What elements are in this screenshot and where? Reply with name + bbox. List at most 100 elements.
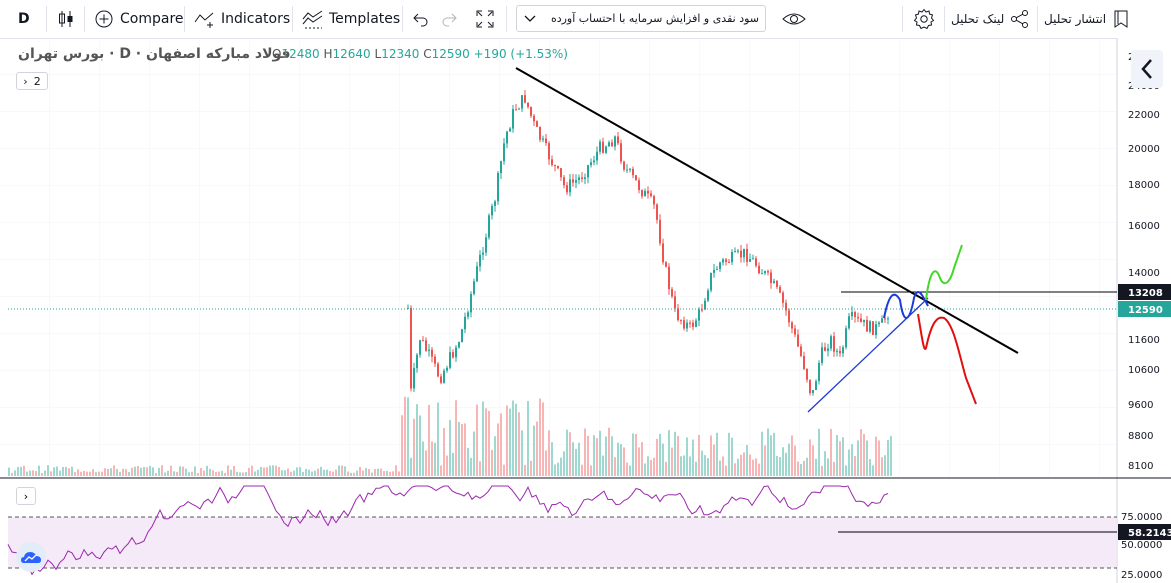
volume-bar xyxy=(515,403,517,476)
volume-bar xyxy=(596,438,598,476)
toolbar-divider xyxy=(1037,6,1038,32)
volume-bar xyxy=(290,471,292,476)
volume-bar xyxy=(71,466,73,476)
volume-bar xyxy=(92,469,94,476)
scroll-right-button[interactable] xyxy=(1131,50,1163,88)
candle-body xyxy=(863,319,865,323)
redo-button[interactable] xyxy=(440,0,458,38)
candle-body xyxy=(632,168,634,176)
candle-body xyxy=(641,190,643,197)
candle-body xyxy=(500,161,502,174)
indicators-button[interactable]: Indicators xyxy=(194,0,290,38)
compare-button[interactable]: Compare xyxy=(94,0,184,38)
dividend-adjust-dropdown[interactable]: سود نقدی و افزایش سرمایه با احتساب آورده xyxy=(516,5,766,32)
descending-trendline[interactable] xyxy=(515,67,1019,354)
candle-body xyxy=(719,262,721,270)
volume-bar xyxy=(650,459,652,476)
indicators-icon xyxy=(194,9,216,29)
volume-bar xyxy=(878,440,880,476)
candle-body xyxy=(470,293,472,313)
candle-body xyxy=(869,321,871,332)
candle-body xyxy=(647,190,649,194)
chart-type-button[interactable] xyxy=(56,0,76,38)
volume-bar xyxy=(101,471,103,476)
volume-bar xyxy=(29,470,31,476)
volume-bar xyxy=(47,465,49,476)
candle-body xyxy=(536,121,538,127)
volume-bar xyxy=(776,456,778,476)
volume-bar xyxy=(338,465,340,476)
candle-body xyxy=(590,162,592,166)
settings-button[interactable] xyxy=(913,0,935,38)
candle-body xyxy=(788,310,790,323)
candle-body xyxy=(431,349,433,357)
candle-body xyxy=(467,312,469,317)
candle-body xyxy=(572,179,574,183)
candle-body xyxy=(800,346,802,356)
volume-bar xyxy=(401,415,403,476)
share-link-button[interactable]: لینک تحلیل xyxy=(951,0,1030,38)
volume-bar xyxy=(62,466,64,476)
volume-bar xyxy=(428,404,430,476)
volume-bar xyxy=(233,466,235,476)
volume-bar xyxy=(383,471,385,476)
candle-body xyxy=(533,115,535,122)
candle-body xyxy=(848,316,850,329)
chart-canvas[interactable]: 26000 24000 22000 20000 18000 16000 1400… xyxy=(0,38,1171,583)
templates-button[interactable]: Templates xyxy=(302,0,400,38)
resistance-price-marker xyxy=(1118,284,1171,300)
interval-button[interactable]: D xyxy=(18,0,30,38)
volume-bar xyxy=(725,465,727,476)
indicators-collapse-button[interactable]: › 2 xyxy=(16,72,48,90)
volume-bar xyxy=(779,457,781,476)
volume-bar xyxy=(164,472,166,476)
volume-bar xyxy=(200,468,202,476)
scenario-bullish-path[interactable] xyxy=(925,244,963,301)
candle-body xyxy=(740,250,742,258)
volume-bar xyxy=(284,470,286,476)
share-icon xyxy=(1010,9,1030,29)
visibility-button[interactable] xyxy=(782,0,806,38)
candle-body xyxy=(494,201,496,207)
volume-bar xyxy=(440,465,442,476)
tradingview-logo[interactable] xyxy=(16,542,46,572)
volume-bar xyxy=(131,467,133,476)
scenario-bearish-path[interactable] xyxy=(917,313,977,405)
price-tick: 11600 xyxy=(1128,335,1160,346)
candle-body xyxy=(752,258,754,260)
rsi-tick: 50.0000 xyxy=(1121,540,1162,551)
volume-bar xyxy=(341,465,343,476)
candle-body xyxy=(671,289,673,297)
candle-body xyxy=(707,290,709,301)
volume-bar xyxy=(59,470,61,476)
candle-body xyxy=(566,185,568,193)
volume-bar xyxy=(443,428,445,476)
volume-bar xyxy=(800,463,802,476)
candle-body xyxy=(611,142,613,147)
scenario-consolidation-path[interactable] xyxy=(883,291,929,319)
volume-bar xyxy=(170,465,172,476)
volume-bar xyxy=(758,463,760,476)
volume-bar xyxy=(287,468,289,476)
volume-bar xyxy=(638,447,640,476)
rsi-legend-toggle[interactable]: › xyxy=(16,487,36,505)
candle-body xyxy=(539,126,541,140)
volume-bar xyxy=(53,467,55,476)
volume-bar xyxy=(446,455,448,476)
undo-button[interactable] xyxy=(412,0,430,38)
candle-body xyxy=(461,329,463,343)
publish-idea-button[interactable]: انتشار تحلیل xyxy=(1044,0,1130,38)
chevron-right-icon: › xyxy=(23,74,28,88)
volume-bar xyxy=(224,472,226,476)
volume-bar xyxy=(812,445,814,476)
volume-bar xyxy=(695,461,697,476)
volume-bar xyxy=(251,465,253,476)
volume-bar xyxy=(824,451,826,476)
volume-bar xyxy=(416,404,418,476)
fullscreen-button[interactable] xyxy=(476,0,494,38)
volume-bar xyxy=(608,427,610,476)
volume-bar xyxy=(503,464,505,476)
candle-body xyxy=(578,177,580,181)
candle-body xyxy=(818,362,820,382)
candle-body xyxy=(476,266,478,282)
